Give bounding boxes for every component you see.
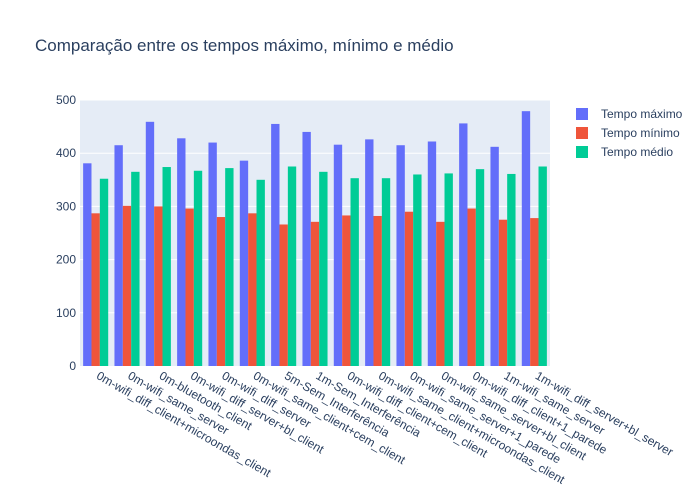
bar-max[interactable]	[427, 141, 437, 366]
bar-avg[interactable]	[538, 166, 547, 367]
bar-avg[interactable]	[225, 168, 234, 366]
legend-swatch[interactable]	[576, 146, 588, 158]
y-tick-label: 200	[56, 253, 76, 267]
bar-avg[interactable]	[319, 171, 328, 366]
bar-max[interactable]	[490, 146, 499, 366]
y-axis-ticks: 0 100 200 300 400 500	[56, 93, 76, 373]
legend-swatch[interactable]	[576, 127, 588, 139]
bar-avg[interactable]	[193, 170, 203, 366]
legend-label[interactable]: Tempo médio	[601, 145, 673, 159]
bar-max[interactable]	[521, 111, 531, 366]
bar-min[interactable]	[530, 218, 539, 366]
bar-avg[interactable]	[287, 166, 297, 367]
y-tick-label: 300	[56, 199, 76, 213]
bar-max[interactable]	[145, 121, 155, 366]
bar-min[interactable]	[498, 219, 508, 366]
bar-avg[interactable]	[381, 178, 391, 366]
bar-avg[interactable]	[413, 174, 422, 366]
legend-label[interactable]: Tempo máximo	[601, 107, 683, 121]
bar-max[interactable]	[239, 160, 249, 366]
legend[interactable]: Tempo máximo Tempo mínimo Tempo médio	[576, 107, 683, 159]
bar-min[interactable]	[467, 208, 476, 366]
bar-avg[interactable]	[444, 173, 453, 366]
bar-max[interactable]	[302, 131, 311, 366]
y-tick-label: 0	[69, 359, 76, 373]
bar-min[interactable]	[185, 208, 194, 366]
bar-min[interactable]	[310, 221, 320, 366]
bar-avg[interactable]	[162, 167, 171, 366]
bar-min[interactable]	[373, 215, 382, 366]
bars	[83, 111, 547, 367]
y-tick-label: 400	[56, 146, 76, 160]
bar-max[interactable]	[114, 145, 123, 366]
bar-max[interactable]	[177, 138, 186, 366]
bar-min[interactable]	[154, 206, 163, 366]
bar-min[interactable]	[91, 213, 100, 366]
bar-max[interactable]	[83, 163, 92, 366]
legend-label[interactable]: Tempo mínimo	[601, 126, 680, 140]
bar-avg[interactable]	[99, 178, 109, 366]
chart-title: Comparação entre os tempos máximo, mínim…	[35, 36, 454, 55]
bar-min[interactable]	[342, 215, 351, 366]
y-tick-label: 500	[56, 93, 76, 107]
x-axis-ticks: 0m-wifi_diff_client+microondas_client0m-…	[94, 368, 675, 487]
bar-min[interactable]	[216, 217, 226, 366]
bar-avg[interactable]	[350, 178, 359, 366]
legend-swatch[interactable]	[576, 108, 588, 120]
bar-max[interactable]	[333, 144, 343, 366]
bar-avg[interactable]	[131, 171, 140, 366]
bar-max[interactable]	[365, 139, 374, 366]
bar-max[interactable]	[208, 142, 217, 366]
bar-max[interactable]	[459, 123, 468, 367]
bar-avg[interactable]	[256, 179, 265, 366]
bar-avg[interactable]	[475, 169, 485, 366]
y-tick-label: 100	[56, 306, 76, 320]
bar-min[interactable]	[436, 221, 445, 366]
bar-min[interactable]	[404, 211, 414, 366]
bar-avg[interactable]	[507, 173, 516, 366]
bar-min[interactable]	[248, 213, 257, 366]
bar-min[interactable]	[122, 205, 132, 366]
bar-max[interactable]	[396, 145, 405, 366]
bar-max[interactable]	[271, 123, 280, 366]
bar-min[interactable]	[279, 224, 288, 366]
